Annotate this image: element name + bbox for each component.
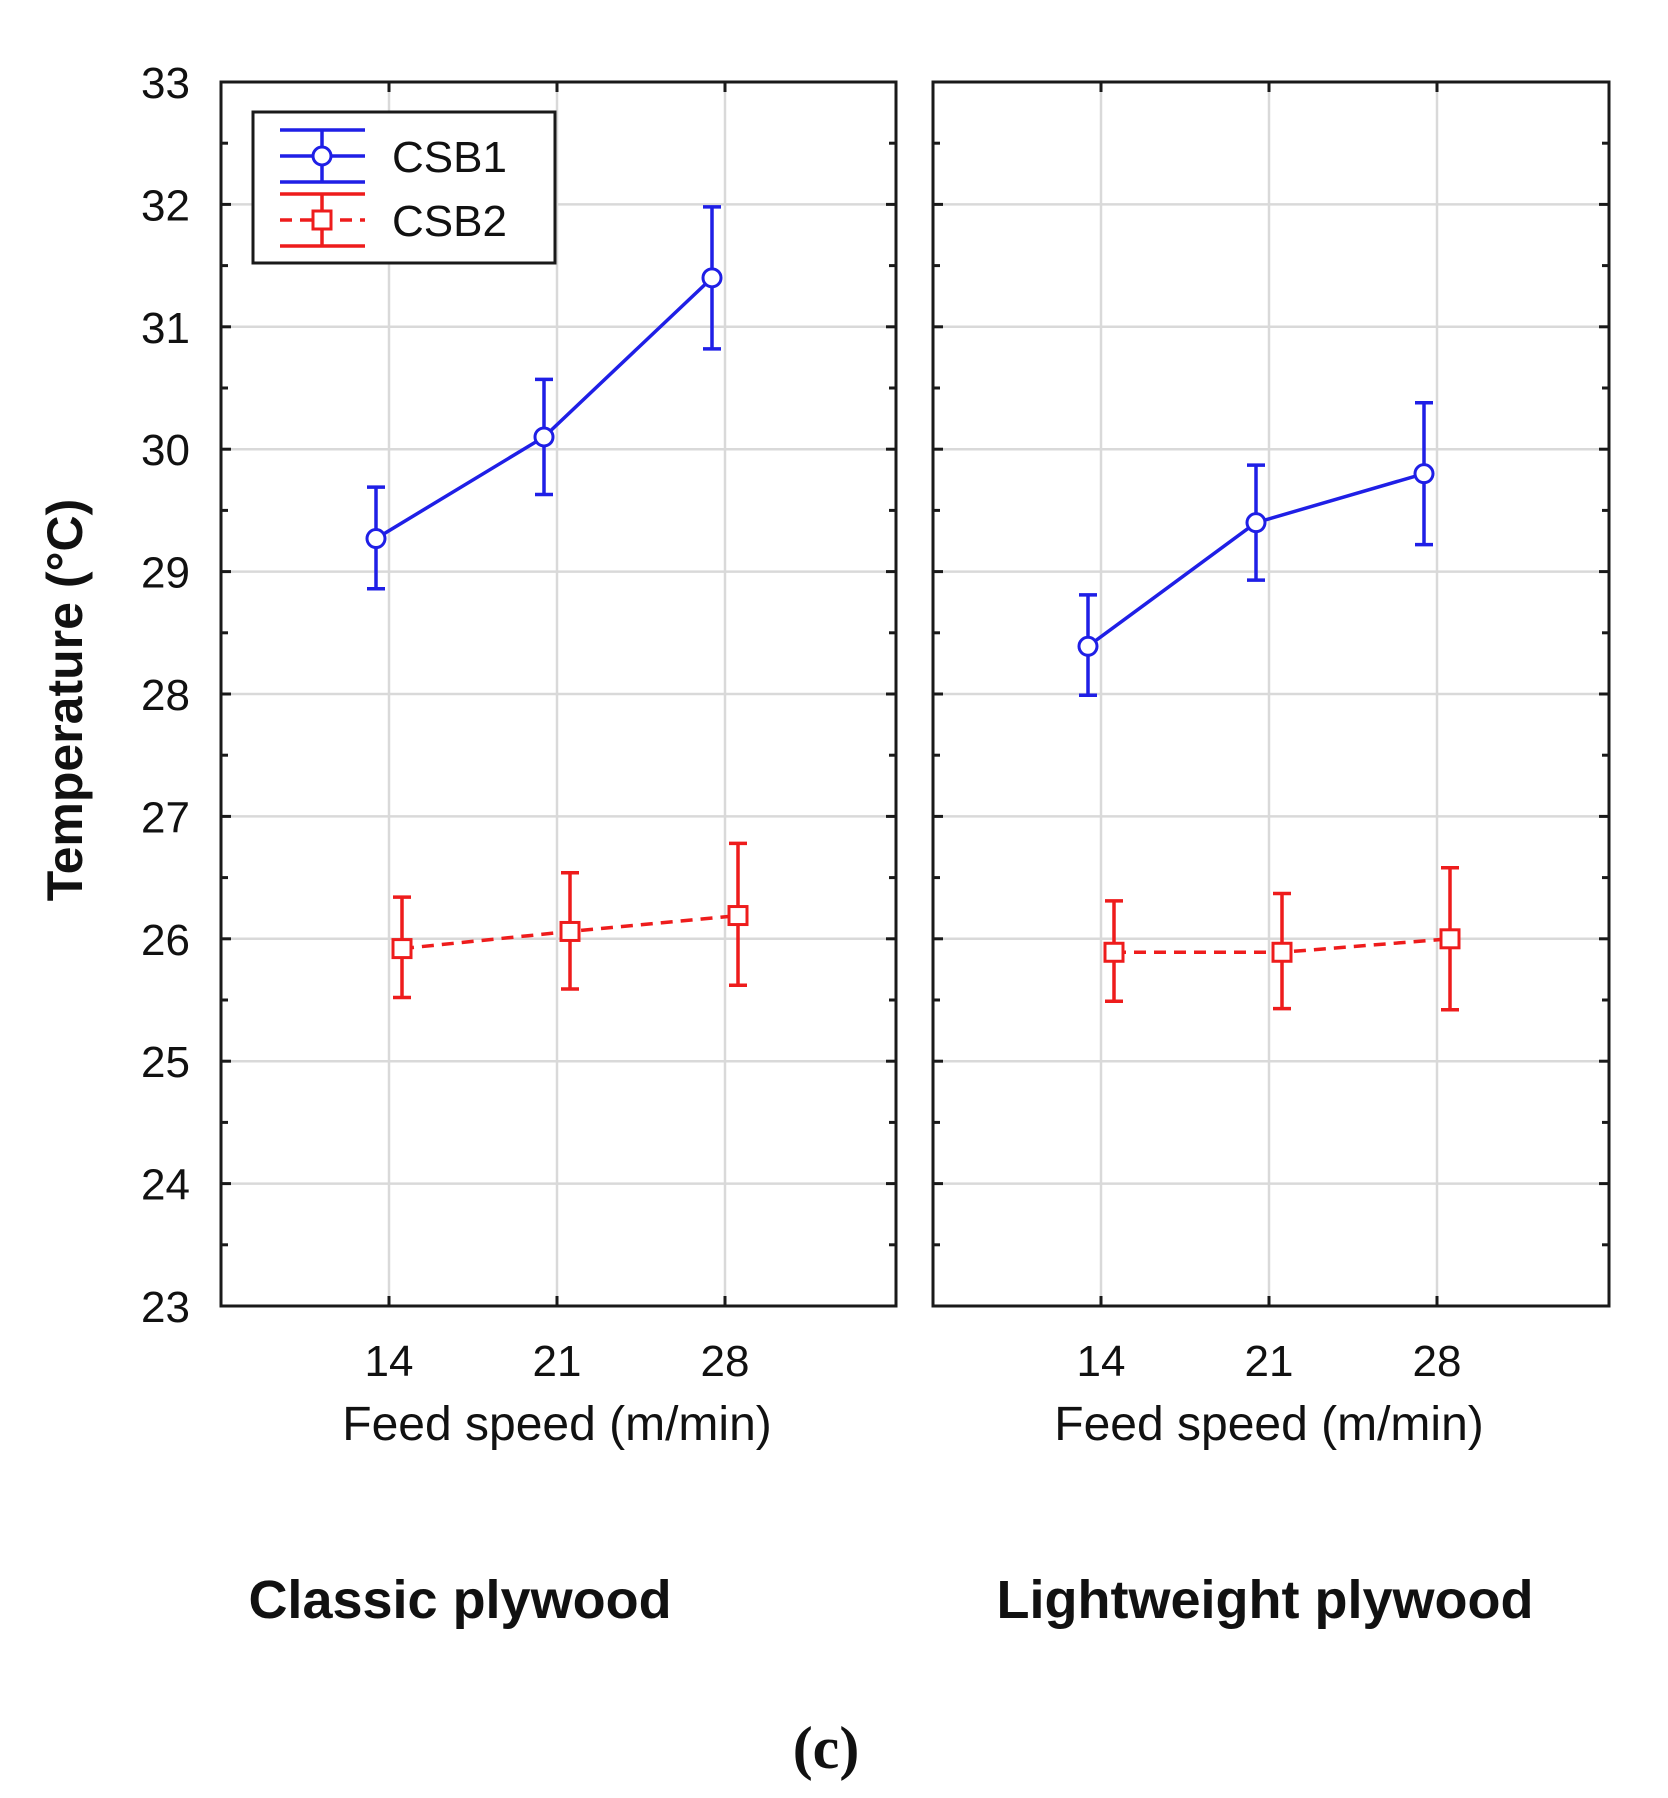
data-point	[1439, 928, 1461, 950]
legend-label: CSB2	[392, 197, 507, 246]
y-tick-label: 27	[141, 793, 190, 842]
series-csb2	[391, 841, 749, 1000]
x-tick-label: 28	[701, 1337, 750, 1386]
series-csb2	[1103, 866, 1461, 1012]
series-csb1	[365, 205, 723, 591]
y-tick-label: 32	[141, 181, 190, 230]
data-point	[1077, 635, 1099, 657]
y-tick-label: 26	[141, 916, 190, 965]
legend-entry-csb2: CSB2	[280, 192, 507, 248]
x-tick-label: 14	[365, 1337, 414, 1386]
data-point	[365, 528, 387, 550]
data-point	[533, 426, 555, 448]
panel-2: 14 21 28 Feed speed (m/min) Lightweight plyw…	[931, 80, 1611, 1630]
data-point	[701, 267, 723, 289]
panel-1: 14 21 28 Feed speed (m/min) Classic plywood	[219, 80, 898, 1630]
y-tick-label: 31	[141, 304, 190, 353]
data-point	[559, 920, 581, 942]
legend-label: CSB1	[392, 133, 507, 182]
x-axis-label: Feed speed (m/min)	[1054, 1398, 1484, 1451]
x-tick-label: 14	[1077, 1337, 1126, 1386]
data-point	[391, 938, 413, 960]
data-point	[727, 905, 749, 927]
legend-box	[251, 110, 557, 265]
panel-title: Lightweight plywood	[997, 1570, 1534, 1630]
legend: CSB1 CSB2	[251, 110, 557, 265]
x-tick-label: 21	[1245, 1337, 1294, 1386]
series-csb1	[1077, 400, 1435, 697]
y-tick-label: 23	[141, 1283, 190, 1332]
x-tick-label: 28	[1413, 1337, 1462, 1386]
y-axis-label: Temperature (°C)	[37, 499, 93, 901]
data-point	[1413, 463, 1435, 485]
x-tick-label: 21	[533, 1337, 582, 1386]
y-tick-label: 30	[141, 426, 190, 475]
y-tick-label: 29	[141, 549, 190, 598]
x-axis-label: Feed speed (m/min)	[342, 1398, 772, 1451]
data-point	[1271, 941, 1293, 963]
y-tick-label: 24	[141, 1161, 190, 1210]
data-point	[1245, 512, 1267, 534]
y-tick-label: 33	[141, 59, 190, 108]
legend-entry-csb1: CSB1	[280, 128, 507, 184]
plot-frame	[931, 80, 1611, 1308]
legend-marker	[311, 145, 333, 167]
y-tick-label: 28	[141, 671, 190, 720]
y-tick-label: 25	[141, 1038, 190, 1087]
figure-caption: (c)	[793, 1715, 860, 1781]
panel-title: Classic plywood	[248, 1570, 671, 1630]
data-point	[1103, 941, 1125, 963]
legend-marker	[311, 209, 333, 231]
plot-frame	[219, 80, 898, 1308]
